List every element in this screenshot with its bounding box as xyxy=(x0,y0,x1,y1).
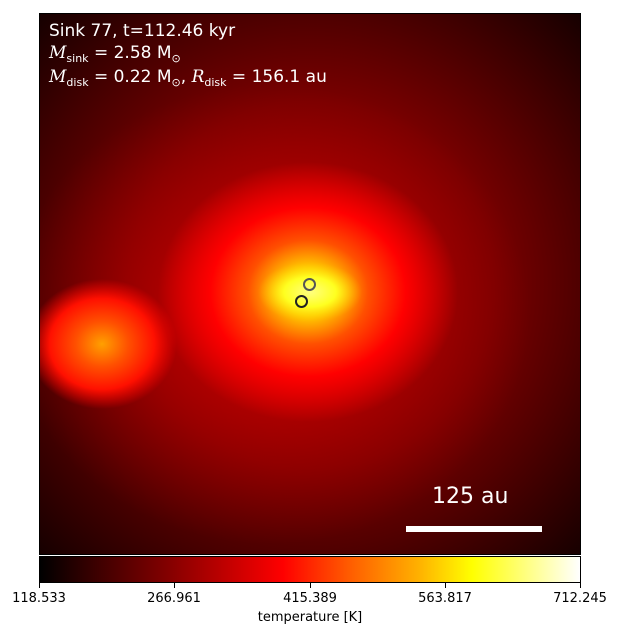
colorbar-tick xyxy=(580,583,581,588)
msink-subscript: sink xyxy=(66,52,89,65)
temperature-heatmap xyxy=(40,14,580,554)
rdisk-symbol: R xyxy=(191,67,205,87)
scale-bar xyxy=(406,526,542,532)
mdisk-symbol: M xyxy=(49,67,67,87)
colorbar-tick xyxy=(310,583,311,588)
msink-unit-sub: ⊙ xyxy=(171,52,181,65)
colorbar-tick xyxy=(39,583,40,588)
rdisk-sep: , xyxy=(180,67,192,87)
mdisk-unit-sub: ⊙ xyxy=(171,76,181,89)
sink-1 xyxy=(303,278,316,291)
msink-symbol: M xyxy=(49,43,67,63)
rdisk-subscript: disk xyxy=(204,76,227,89)
colorbar xyxy=(39,556,581,583)
colorbar-tick xyxy=(174,583,175,588)
temperature-map-panel: Sink 77, t=112.46 kyr Msink = 2.58 M⊙ Md… xyxy=(39,13,581,555)
title-line: Sink 77, t=112.46 kyr xyxy=(49,21,236,41)
colorbar-label: temperature [K] xyxy=(257,610,363,625)
sink-2 xyxy=(295,295,308,308)
rdisk-value: = 156.1 au xyxy=(226,67,327,87)
scale-bar-label: 125 au xyxy=(432,484,509,509)
colorbar-tick-label: 415.389 xyxy=(283,591,337,606)
sink-mass-line: Msink = 2.58 M⊙ xyxy=(49,42,327,66)
colorbar-tick-label: 118.533 xyxy=(12,591,66,606)
colorbar-tick-label: 563.817 xyxy=(418,591,472,606)
sink-info-annotation: Sink 77, t=112.46 kyr Msink = 2.58 M⊙ Md… xyxy=(49,20,327,90)
colorbar-tick xyxy=(445,583,446,588)
colorbar-tick-label: 266.961 xyxy=(147,591,201,606)
colorbar-tick-label: 712.245 xyxy=(553,591,607,606)
mdisk-subscript: disk xyxy=(66,76,89,89)
disk-line: Mdisk = 0.22 M⊙, Rdisk = 156.1 au xyxy=(49,66,327,90)
mdisk-value: = 0.22 M xyxy=(88,67,172,87)
msink-value: = 2.58 M xyxy=(88,43,172,63)
